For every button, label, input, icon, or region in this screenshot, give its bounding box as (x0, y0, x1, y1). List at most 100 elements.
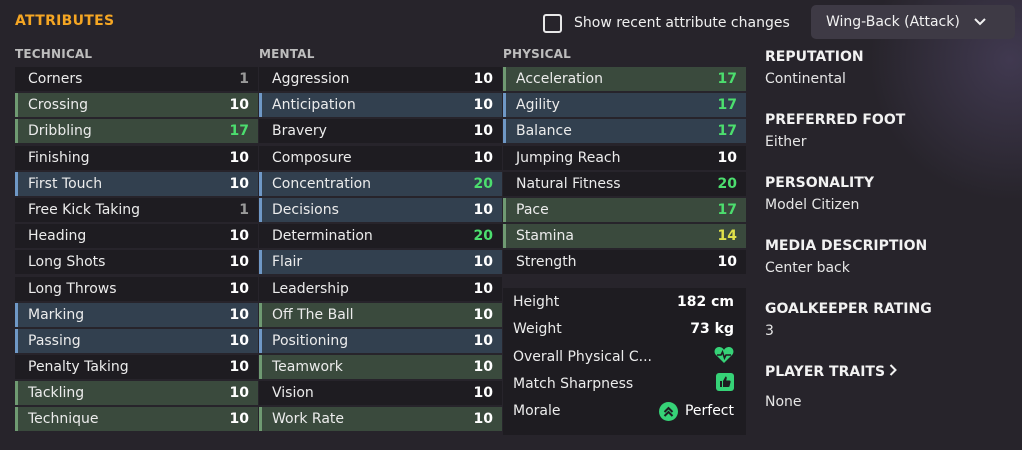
attribute-value: 1 (239, 71, 249, 87)
attribute-value: 1 (239, 201, 249, 218)
attribute-value: 20 (473, 228, 493, 245)
physical-attribute-row[interactable]: Pace 17 (503, 197, 746, 222)
attribute-name: Marking (28, 306, 85, 323)
attribute-value: 10 (229, 385, 249, 402)
attribute-value: 10 (473, 123, 493, 140)
technical-attribute-row[interactable]: Free Kick Taking 1 (15, 197, 258, 222)
attribute-value: 10 (473, 254, 493, 271)
technical-attribute-row[interactable]: Crossing 10 (15, 93, 258, 118)
attribute-name: Tackling (28, 385, 85, 402)
attribute-value: 10 (473, 71, 493, 87)
mental-attribute-row[interactable]: Teamwork 10 (259, 355, 502, 380)
technical-attribute-row[interactable]: First Touch 10 (15, 171, 258, 196)
mental-attribute-row[interactable]: Flair 10 (259, 250, 502, 275)
attribute-value: 17 (229, 123, 249, 140)
recent-changes-toggle[interactable]: Show recent attribute changes (543, 12, 790, 34)
attribute-name: Balance (516, 123, 572, 140)
mental-attribute-row[interactable]: Concentration 20 (259, 171, 502, 196)
attribute-value: 20 (473, 175, 493, 192)
mental-attribute-row[interactable]: Anticipation 10 (259, 93, 502, 118)
attribute-value: 20 (717, 175, 737, 192)
technical-attribute-row[interactable]: Tackling 10 (15, 381, 258, 406)
player-traits-value: None (765, 394, 802, 410)
attribute-value: 10 (473, 201, 493, 218)
attribute-value: 17 (717, 201, 737, 218)
attribute-name: Passing (28, 332, 81, 349)
mental-attribute-row[interactable]: Determination 20 (259, 224, 502, 249)
technical-attribute-row[interactable]: Corners 1 (15, 67, 258, 91)
mental-attribute-row[interactable]: Leadership 10 (259, 276, 502, 301)
heart-pulse-icon (714, 346, 734, 368)
chevron-right-icon (889, 364, 897, 380)
attribute-value: 10 (473, 306, 493, 323)
physical-attribute-row[interactable]: Balance 17 (503, 119, 746, 144)
profile-panel: REPUTATION Continental PREFERRED FOOT Ei… (765, 46, 1015, 413)
mental-attribute-row[interactable]: Bravery 10 (259, 119, 502, 144)
attribute-value: 14 (717, 228, 737, 245)
technical-list: Corners 1 Crossing 10 Dribbling 17 Finishing 10… (15, 67, 258, 434)
mental-attribute-row[interactable]: Vision 10 (259, 381, 502, 406)
attribute-value: 17 (717, 123, 737, 140)
role-dropdown[interactable]: Wing-Back (Attack) (811, 5, 1015, 39)
attribute-name: Penalty Taking (28, 359, 129, 376)
mental-attribute-row[interactable]: Aggression 10 (259, 67, 502, 91)
attribute-value: 10 (229, 306, 249, 323)
attribute-name: Long Shots (28, 254, 106, 271)
mental-attribute-row[interactable]: Decisions 10 (259, 197, 502, 222)
physical-attribute-row[interactable]: Agility 17 (503, 93, 746, 118)
attribute-value: 10 (229, 175, 249, 192)
mental-attribute-row[interactable]: Positioning 10 (259, 328, 502, 353)
morale-value: Perfect (684, 403, 734, 419)
technical-attribute-row[interactable]: Passing 10 (15, 328, 258, 353)
physical-attribute-row[interactable]: Stamina 14 (503, 224, 746, 249)
attribute-value: 10 (229, 97, 249, 114)
mental-attribute-row[interactable]: Work Rate 10 (259, 407, 502, 432)
attribute-name: Flair (272, 254, 303, 271)
attribute-name: Teamwork (272, 359, 343, 376)
physical-attribute-row[interactable]: Strength 10 (503, 250, 746, 275)
reputation-label: REPUTATION (765, 49, 864, 65)
chevron-down-icon (974, 14, 986, 30)
attribute-value: 10 (473, 97, 493, 114)
attribute-name: Corners (28, 71, 83, 87)
player-traits-label: PLAYER TRAITS (765, 364, 886, 380)
attribute-name: Vision (272, 385, 314, 402)
physical-attribute-row[interactable]: Acceleration 17 (503, 67, 746, 91)
mental-attribute-row[interactable]: Composure 10 (259, 145, 502, 170)
role-dropdown-value: Wing-Back (Attack) (826, 14, 960, 30)
weight-value: 73 kg (690, 321, 734, 337)
attribute-value: 10 (473, 359, 493, 376)
mental-attribute-row[interactable]: Off The Ball 10 (259, 302, 502, 327)
goalkeeper-rating-value: 3 (765, 323, 774, 339)
technical-attribute-row[interactable]: Marking 10 (15, 302, 258, 327)
attribute-name: Dribbling (28, 123, 92, 140)
attribute-name: Acceleration (516, 71, 603, 87)
technical-attribute-row[interactable]: Long Shots 10 (15, 250, 258, 275)
condition-label: Overall Physical C... (513, 349, 653, 365)
weight-row: Weight 73 kg (513, 318, 734, 340)
technical-header: TECHNICAL (15, 47, 93, 61)
technical-attribute-row[interactable]: Heading 10 (15, 224, 258, 249)
attribute-name: First Touch (28, 175, 103, 192)
attribute-name: Off The Ball (272, 306, 354, 323)
morale-row[interactable]: Morale Perfect (513, 400, 734, 422)
condition-row[interactable]: Overall Physical C... (513, 346, 734, 368)
weight-label: Weight (513, 321, 562, 337)
physical-attribute-row[interactable]: Jumping Reach 10 (503, 145, 746, 170)
attribute-name: Crossing (28, 97, 89, 114)
attribute-value: 10 (229, 332, 249, 349)
physical-attribute-row[interactable]: Natural Fitness 20 (503, 171, 746, 196)
technical-attribute-row[interactable]: Penalty Taking 10 (15, 355, 258, 380)
sharpness-row[interactable]: Match Sharpness (513, 373, 734, 395)
recent-changes-checkbox[interactable] (543, 13, 562, 33)
attribute-name: Finishing (28, 149, 90, 166)
technical-attribute-row[interactable]: Finishing 10 (15, 145, 258, 170)
technical-attribute-row[interactable]: Dribbling 17 (15, 119, 258, 144)
attribute-name: Technique (28, 411, 99, 428)
attribute-name: Natural Fitness (516, 175, 621, 192)
player-traits-link[interactable]: PLAYER TRAITS (765, 361, 1015, 383)
attribute-name: Work Rate (272, 411, 345, 428)
attribute-value: 10 (229, 228, 249, 245)
technical-attribute-row[interactable]: Technique 10 (15, 407, 258, 432)
technical-attribute-row[interactable]: Long Throws 10 (15, 276, 258, 301)
